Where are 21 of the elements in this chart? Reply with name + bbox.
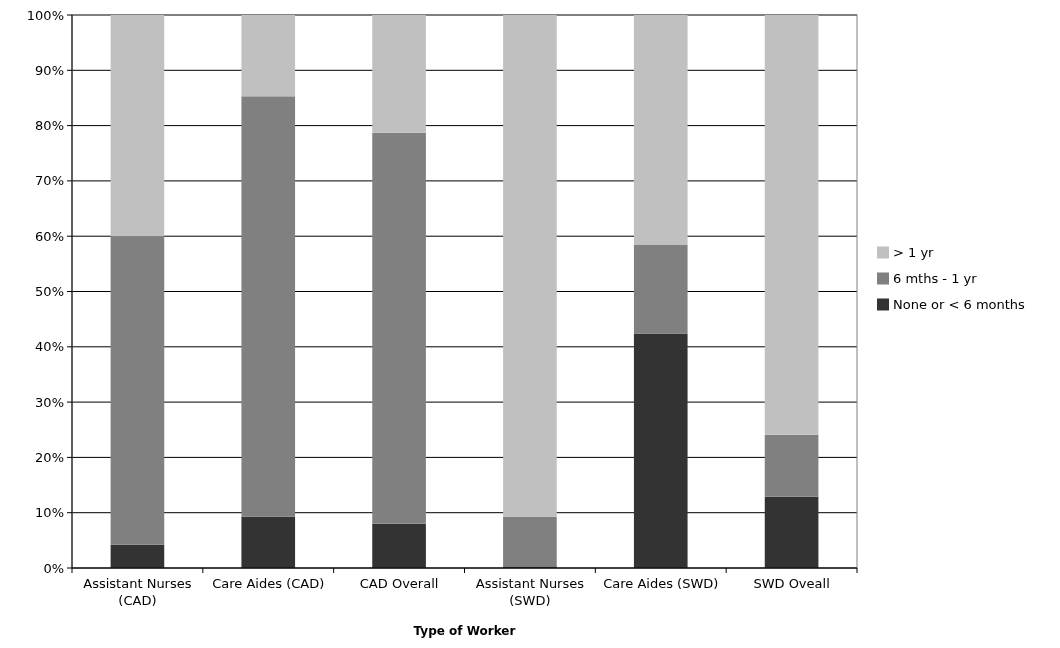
y-tick-label: 70% — [35, 173, 64, 189]
y-tick-label: 0% — [43, 560, 64, 576]
legend-label: > 1 yr — [893, 245, 935, 261]
y-tick-label: 60% — [35, 228, 64, 244]
x-tick-label: Assistant Nurses (SWD) — [475, 576, 585, 608]
y-tick-label: 10% — [35, 505, 64, 521]
x-tick-label: SWD Oveall — [753, 576, 830, 591]
x-axis-title: Type of Worker — [413, 624, 516, 638]
y-tick-label: 50% — [35, 284, 64, 300]
y-tick-label: 40% — [35, 339, 64, 355]
y-tick-label: 100% — [26, 7, 64, 23]
legend-label: 6 mths - 1 yr — [893, 271, 978, 287]
x-tick-label: CAD Overall — [359, 576, 439, 591]
y-tick-label: 80% — [35, 118, 64, 134]
x-tick-label: Assistant Nurses (CAD) — [83, 576, 192, 608]
x-tick-label: Care Aides (CAD) — [212, 576, 325, 591]
legend-label: None or < 6 months — [893, 297, 1026, 313]
y-tick-label: 30% — [35, 394, 64, 410]
y-tick-label: 20% — [35, 449, 64, 465]
y-tick-label: 90% — [35, 62, 64, 78]
x-tick-label: Care Aides (SWD) — [603, 576, 719, 591]
